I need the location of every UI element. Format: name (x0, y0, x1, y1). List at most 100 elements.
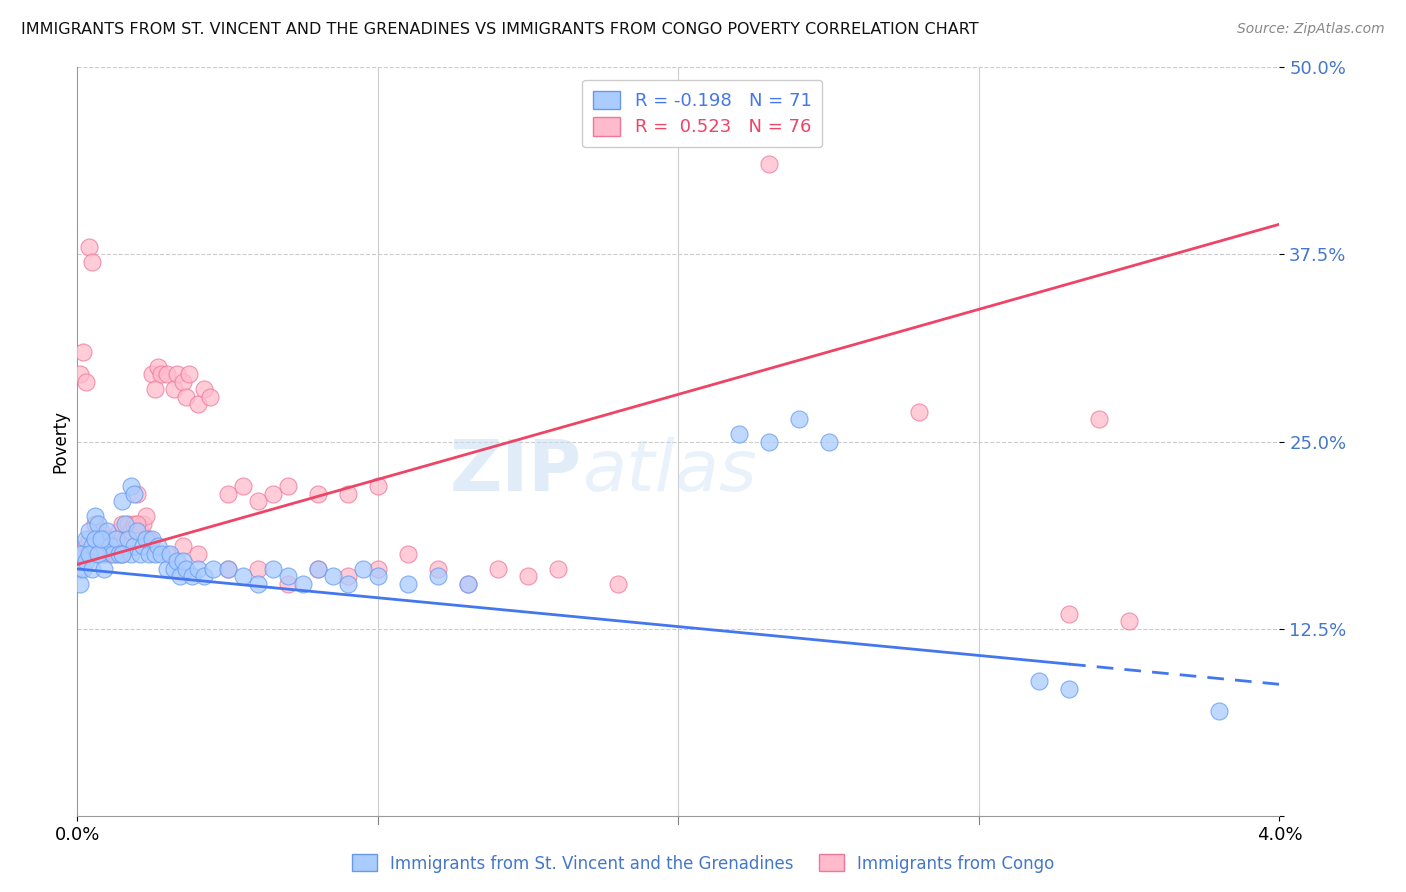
Point (166, 367, 188, 381)
Point (84, 532, 107, 546)
Point (232, 479, 254, 493)
Point (87, 547, 110, 561)
Point (75, 532, 97, 546)
Point (135, 509, 157, 524)
Point (84, 509, 107, 524)
Point (127, 487, 149, 501)
Point (124, 516, 146, 531)
Point (166, 554, 188, 568)
Point (277, 569, 299, 583)
Point (108, 524, 131, 539)
Point (908, 404, 931, 418)
Point (124, 540, 146, 554)
Point (174, 390, 197, 404)
Point (159, 547, 181, 561)
Point (758, 157, 780, 171)
Point (79, 547, 101, 561)
Point (367, 569, 389, 583)
Point (90, 547, 112, 561)
Point (198, 390, 221, 404)
Legend: Immigrants from St. Vincent and the Grenadines, Immigrants from Congo: Immigrants from St. Vincent and the Gren… (344, 847, 1062, 880)
Point (186, 397, 209, 411)
Point (727, 427, 749, 442)
Point (120, 547, 142, 561)
Point (93, 562, 115, 576)
Point (132, 516, 155, 531)
Point (138, 532, 160, 546)
Point (111, 516, 134, 531)
Point (127, 516, 149, 531)
Point (352, 562, 374, 576)
Point (162, 562, 184, 576)
Point (87, 540, 110, 554)
Point (172, 375, 194, 389)
Y-axis label: Poverty: Poverty (51, 410, 69, 473)
Point (262, 487, 284, 501)
Text: IMMIGRANTS FROM ST. VINCENT AND THE GRENADINES VS IMMIGRANTS FROM CONGO POVERTY : IMMIGRANTS FROM ST. VINCENT AND THE GREN… (21, 22, 979, 37)
Point (69, 554, 91, 568)
Point (117, 532, 139, 546)
Point (100, 540, 122, 554)
Point (82, 562, 104, 576)
Point (124, 487, 146, 501)
Point (201, 562, 224, 576)
Point (79, 532, 101, 546)
Point (1057, 681, 1080, 696)
Point (758, 434, 780, 449)
Point (156, 547, 179, 561)
Point (246, 562, 269, 576)
Point (114, 532, 136, 546)
Point (817, 434, 839, 449)
Point (69, 547, 91, 561)
Point (79, 524, 101, 539)
Point (93, 532, 115, 546)
Point (457, 577, 479, 591)
Point (1208, 704, 1230, 718)
Legend: R = -0.198   N = 71, R =  0.523   N = 76: R = -0.198 N = 71, R = 0.523 N = 76 (582, 79, 823, 147)
Point (186, 547, 209, 561)
Point (486, 562, 509, 576)
Point (141, 532, 163, 546)
Point (103, 540, 125, 554)
Point (90, 524, 112, 539)
Point (129, 524, 152, 539)
Point (277, 479, 299, 493)
Point (169, 569, 191, 583)
Point (427, 569, 450, 583)
Point (72, 547, 94, 561)
Point (193, 569, 215, 583)
Point (336, 487, 359, 501)
Point (117, 516, 139, 531)
Point (336, 569, 359, 583)
Point (307, 487, 329, 501)
Point (193, 382, 215, 396)
Point (120, 479, 142, 493)
Point (100, 547, 122, 561)
Point (307, 562, 329, 576)
Point (132, 540, 155, 554)
Point (457, 577, 479, 591)
Point (787, 412, 810, 426)
Point (396, 547, 419, 561)
Point (111, 494, 134, 508)
Point (138, 547, 160, 561)
Point (96, 532, 118, 546)
Point (87, 516, 110, 531)
Point (291, 577, 314, 591)
Point (84, 516, 107, 531)
Point (156, 562, 179, 576)
Point (1118, 615, 1140, 629)
Point (145, 382, 167, 396)
Point (69, 367, 91, 381)
Point (82, 254, 104, 268)
Point (72, 547, 94, 561)
Point (1088, 412, 1111, 426)
Point (69, 577, 91, 591)
Point (180, 569, 202, 583)
Point (82, 547, 104, 561)
Point (727, 128, 749, 142)
Point (1057, 607, 1080, 621)
Text: ZIP: ZIP (450, 437, 582, 506)
Point (1028, 674, 1050, 689)
Point (367, 479, 389, 493)
